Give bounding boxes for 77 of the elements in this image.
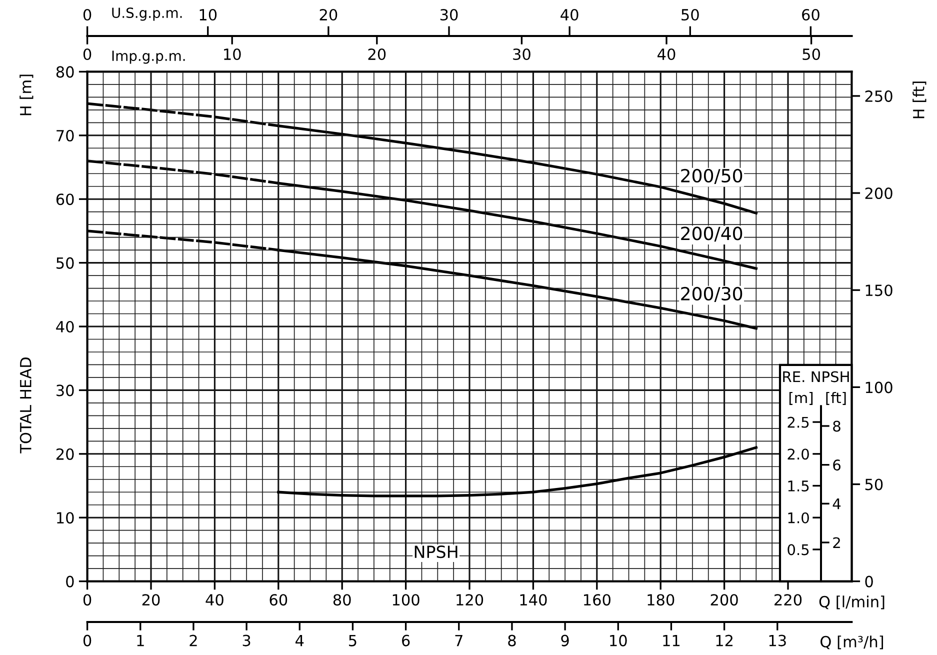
y2-tick-label: 2: [833, 537, 840, 548]
y-tick-label: 10: [57, 512, 74, 524]
x-tick-label: 120: [456, 594, 484, 606]
y2-tick-label: 8: [833, 420, 840, 432]
y-tick-label: 2.5: [788, 416, 809, 428]
y-tick-label: 20: [56, 448, 74, 460]
series-label: 200/30: [681, 286, 742, 302]
x-tick-label: 7: [455, 634, 462, 646]
x-tick-label: 80: [333, 594, 351, 606]
x-tick-label: 9: [561, 634, 569, 646]
y-tick-label: 1.5: [788, 480, 809, 492]
x-tick-label: 200: [710, 594, 738, 606]
x-tick-label: 140: [520, 594, 547, 606]
x2-tick-label: 50: [802, 48, 820, 60]
y-tick-label: 2.0: [788, 448, 809, 460]
y-tick-label: 60: [56, 194, 74, 206]
y-axis-title: [m]: [789, 392, 813, 405]
x2-tick-label: 30: [513, 48, 530, 60]
y-tick-label: 70: [56, 130, 74, 142]
x2-tick-label: 20: [368, 48, 386, 60]
x2-tick-label: 20: [320, 8, 338, 21]
x2-tick-label: 0: [83, 8, 92, 21]
x-tick-label: 180: [648, 594, 674, 606]
x-tick-label: 11: [663, 634, 680, 646]
series-label: 200/50: [681, 168, 742, 184]
x-tick-label: 160: [584, 594, 610, 606]
x2-axis-title: Imp.g.p.m.: [112, 50, 185, 64]
x-tick-label: 8: [508, 634, 516, 646]
x-axis-title: Q [l/min]: [819, 596, 884, 610]
y2-tick-label: 50: [865, 478, 883, 490]
x-tick-label: 40: [206, 594, 224, 606]
x-tick-label: 20: [142, 594, 160, 606]
x2-tick-label: 40: [560, 8, 578, 21]
x2-axis-title: U.S.g.p.m.: [112, 8, 182, 21]
x-tick-label: 4: [296, 634, 304, 646]
y2-axis-title: H [ft]: [912, 82, 926, 118]
y2-tick-label: 4: [832, 498, 841, 510]
x-tick-label: 0: [83, 634, 92, 646]
x2-tick-label: 10: [200, 8, 217, 21]
text: NPSH: [414, 546, 458, 558]
y2-axis-title: [ft]: [826, 392, 846, 405]
x2-tick-label: 50: [682, 8, 699, 21]
y-tick-label: 0: [66, 576, 74, 588]
x2-tick-label: 30: [440, 8, 458, 21]
y-tick-label: 50: [56, 257, 74, 269]
y-tick-label: 0.5: [788, 544, 809, 556]
x-tick-label: 3: [242, 634, 250, 646]
y2-tick-label: 250: [865, 90, 892, 102]
x-tick-label: 13: [769, 634, 786, 646]
y2-tick-label: 0: [865, 576, 873, 588]
y2-tick-label: 6: [833, 460, 840, 471]
x-tick-label: 12: [716, 634, 732, 646]
x-tick-label: 220: [774, 594, 802, 606]
series-label: 200/40: [681, 226, 742, 242]
y2-tick-label: 100: [866, 382, 892, 394]
y2-tick-label: 200: [865, 188, 892, 200]
x2-tick-label: 40: [658, 48, 676, 60]
text: TOTAL HEAD: [20, 358, 32, 454]
annotation: RE. NPSH: [783, 371, 849, 382]
x2-tick-label: 0: [83, 48, 92, 60]
x-tick-label: 1: [137, 634, 144, 646]
x-tick-label: 10: [610, 634, 627, 646]
x-tick-label: 60: [270, 594, 288, 606]
x-tick-label: 100: [392, 594, 420, 606]
x2-tick-label: 10: [224, 48, 241, 60]
x-tick-label: 5: [349, 634, 356, 646]
y-tick-label: 40: [56, 320, 74, 333]
x-axis-title: Q [m³/h]: [820, 636, 884, 650]
y-tick-label: 1.0: [788, 512, 809, 524]
y-axis-title: H [m]: [20, 74, 34, 116]
x-tick-label: 6: [402, 634, 410, 646]
x2-tick-label: 60: [802, 8, 820, 21]
x-tick-label: 2: [190, 634, 197, 646]
y-tick-label: 80: [56, 66, 74, 78]
y2-tick-label: 150: [866, 284, 892, 296]
x-tick-label: 0: [83, 594, 92, 606]
y-tick-label: 30: [56, 384, 74, 396]
